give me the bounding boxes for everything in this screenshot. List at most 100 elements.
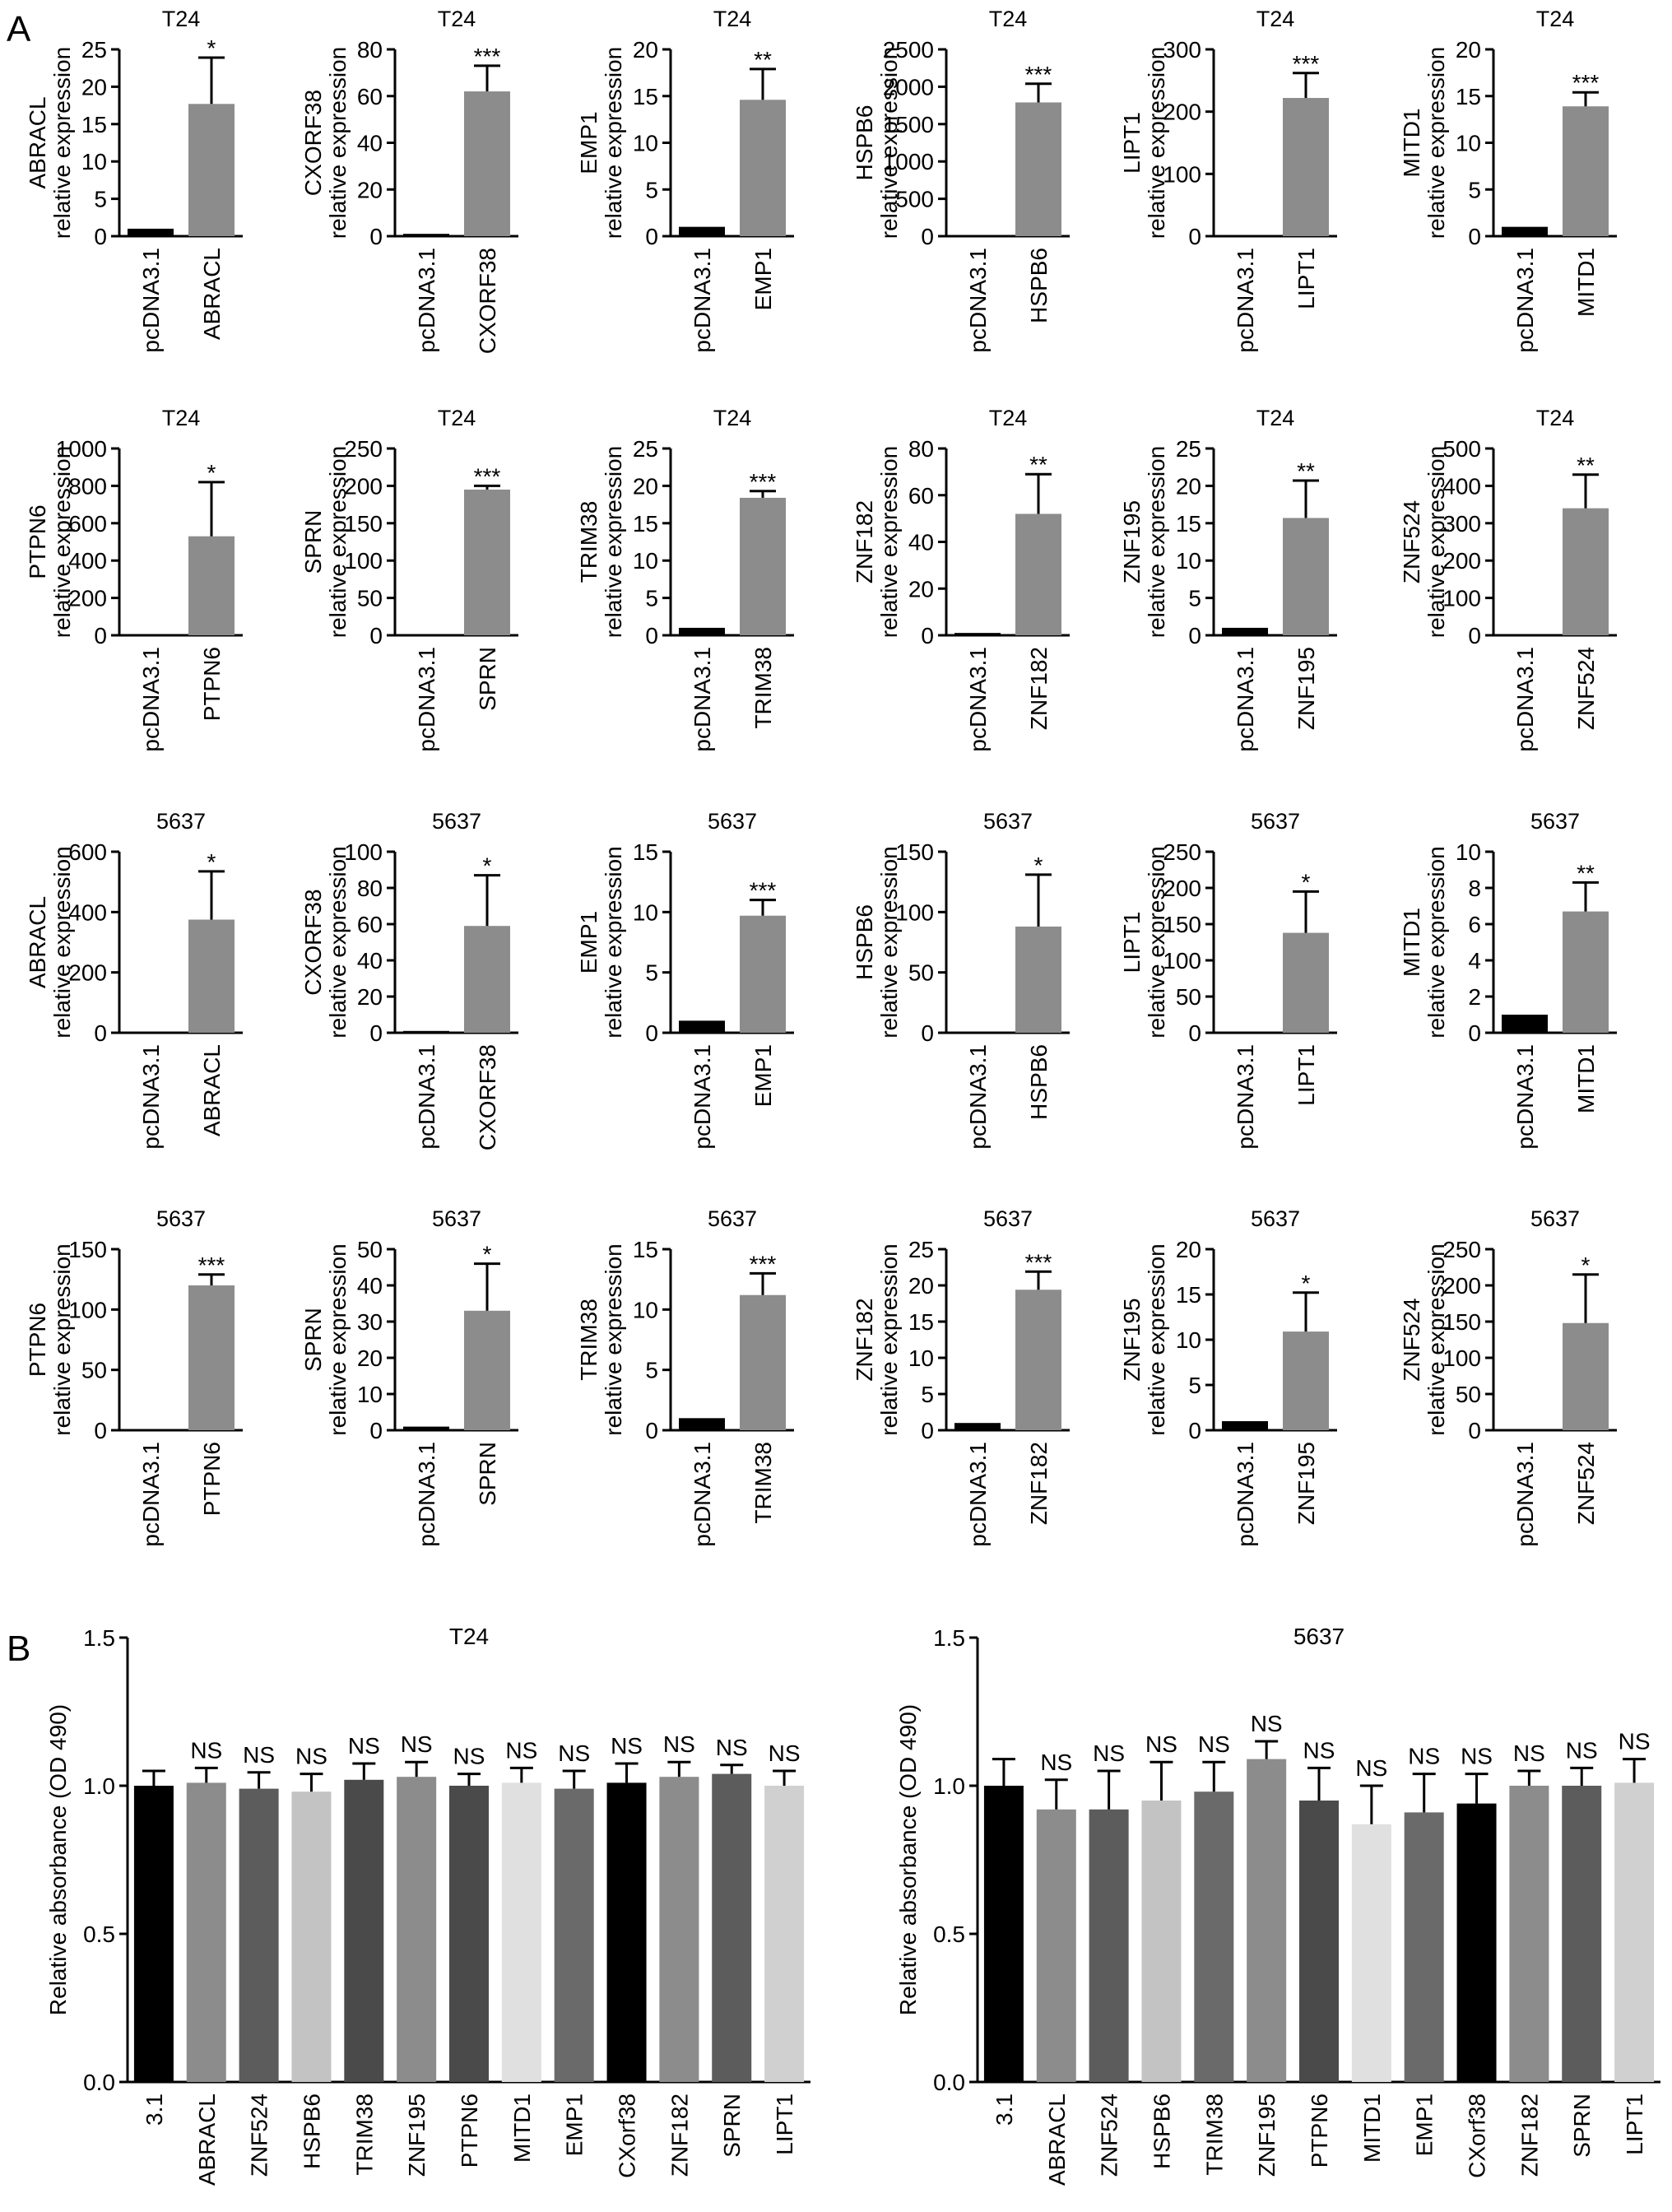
annotation-label: NS	[769, 1740, 801, 1766]
y-tick-label: 1000	[883, 149, 934, 174]
y-axis-label: ZNF195relative expression	[1119, 1243, 1169, 1435]
bar	[1456, 1803, 1497, 2082]
y-axis-label-gene: ZNF524	[1399, 1298, 1424, 1381]
x-tick-label: CXorf38	[1465, 2094, 1490, 2178]
y-tick-label: 0.0	[933, 2070, 965, 2095]
significance-label: *	[1034, 853, 1043, 878]
x-tick-label: LIPT1	[1293, 248, 1319, 309]
y-tick-label: 20	[633, 473, 658, 499]
annotation-label: NS	[1093, 1740, 1125, 1766]
y-axis-label-unit: relative expression	[1424, 47, 1449, 239]
significance-label: *	[483, 853, 492, 879]
x-tick-label: PTPN6	[1307, 2094, 1332, 2168]
y-tick-label: 1.0	[933, 1773, 965, 1799]
x-tick-label: pcDNA3.1	[690, 248, 715, 353]
x-tick-label: pcDNA3.1	[690, 647, 715, 752]
y-tick-label: 15	[1176, 1282, 1201, 1308]
y-tick-label: 100	[1163, 948, 1201, 974]
y-tick-label: 1.0	[83, 1773, 115, 1799]
x-tick-label: pcDNA3.1	[1233, 1442, 1258, 1547]
bar-control	[954, 1423, 1001, 1430]
y-tick-label: 2	[1468, 984, 1481, 1010]
y-axis-label-gene: ZNF195	[1119, 500, 1145, 583]
y-tick-label: 250	[344, 436, 383, 462]
y-axis-label-unit: relative expression	[325, 1243, 351, 1435]
annotation-label: NS	[716, 1735, 748, 1760]
x-tick-label: EMP1	[562, 2094, 588, 2156]
y-tick-label: 800	[68, 473, 107, 499]
y-tick-label: 200	[68, 960, 107, 986]
y-tick-label: 100	[1442, 1345, 1481, 1371]
significance-label: ***	[1293, 51, 1320, 77]
y-tick-label: 0	[94, 1418, 107, 1443]
y-tick-label: 5	[1188, 1373, 1201, 1398]
bar	[1299, 1801, 1339, 2082]
y-tick-label: 10	[908, 1345, 934, 1371]
x-tick-label: pcDNA3.1	[965, 1044, 991, 1150]
bar	[1562, 1786, 1602, 2082]
y-tick-label: 5	[921, 1382, 934, 1407]
y-tick-label: 500	[1442, 436, 1481, 462]
x-tick-label: SPRN	[719, 2094, 745, 2158]
chart-title: T24	[449, 1624, 489, 1649]
bar-control	[954, 633, 1001, 635]
y-axis-label-gene: LIPT1	[1119, 112, 1145, 174]
y-tick-label: 150	[344, 511, 383, 537]
x-tick-label: CXorf38	[615, 2094, 640, 2178]
chart-title: 5637	[708, 809, 757, 834]
x-tick-label: HSPB6	[1026, 248, 1052, 323]
y-axis-label-unit: relative expression	[1144, 47, 1169, 239]
y-tick-label: 15	[908, 1309, 934, 1335]
x-tick-label: pcDNA3.1	[965, 1442, 991, 1547]
x-tick-label: ABRACL	[199, 1044, 225, 1136]
chart-title: T24	[989, 406, 1028, 430]
y-tick-label: 0	[1188, 1020, 1201, 1046]
y-tick-label: 50	[1176, 984, 1201, 1010]
x-tick-label: ZNF195	[404, 2094, 430, 2177]
bar-control	[1222, 1421, 1268, 1430]
x-tick-label: MITD1	[1359, 2094, 1385, 2163]
x-tick-label: ZNF182	[1516, 2094, 1542, 2177]
y-tick-label: 0	[645, 224, 658, 249]
bar-overexpression	[464, 1310, 510, 1430]
bar-control	[1502, 1015, 1548, 1033]
y-axis-label: SPRNrelative expression	[300, 1243, 351, 1435]
chart-title: T24	[713, 406, 752, 430]
y-axis-label-gene: CXORF38	[300, 90, 326, 196]
x-tick-label: CXORF38	[475, 1044, 500, 1150]
bar-control	[1222, 1032, 1268, 1033]
bar	[186, 1782, 226, 2082]
x-tick-label: PTPN6	[457, 2094, 482, 2168]
y-tick-label: 6	[1468, 912, 1481, 937]
significance-label: ***	[198, 1252, 225, 1278]
y-tick-label: 5	[645, 1358, 658, 1383]
chart-title: T24	[713, 7, 752, 31]
x-tick-label: ZNF182	[1026, 647, 1052, 730]
x-tick-label: MITD1	[1573, 1044, 1599, 1113]
x-tick-label: 3.1	[992, 2094, 1017, 2126]
y-tick-label: 20	[1176, 473, 1201, 499]
significance-label: ***	[474, 463, 501, 489]
x-tick-label: pcDNA3.1	[1233, 248, 1258, 353]
x-tick-label: HSPB6	[1149, 2094, 1174, 2169]
y-axis-label-unit: relative expression	[49, 47, 75, 239]
bar	[1036, 1809, 1076, 2082]
y-axis-label-gene: ZNF182	[852, 500, 877, 583]
y-axis-label-unit: relative expression	[325, 47, 351, 239]
significance-label: *	[207, 460, 216, 486]
y-axis-label-unit: relative expression	[1144, 1243, 1169, 1435]
x-tick-label: ZNF195	[1293, 647, 1319, 730]
y-axis-label-unit: relative expression	[1144, 446, 1169, 638]
y-tick-label: 5	[645, 586, 658, 611]
y-axis-label-unit: relative expression	[876, 846, 902, 1038]
y-axis-label-unit: relative expression	[325, 446, 351, 638]
y-tick-label: 40	[357, 1273, 383, 1299]
y-tick-label: 40	[357, 131, 383, 156]
annotation-label: NS	[401, 1731, 433, 1757]
